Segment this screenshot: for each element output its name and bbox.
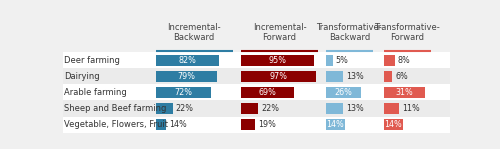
FancyBboxPatch shape: [241, 71, 316, 82]
Text: Deer farming: Deer farming: [64, 56, 120, 65]
Text: 95%: 95%: [268, 56, 286, 65]
Text: Dairying: Dairying: [64, 72, 100, 81]
Text: 6%: 6%: [395, 72, 408, 81]
Text: 14%: 14%: [384, 120, 402, 129]
Text: 11%: 11%: [402, 104, 419, 113]
FancyBboxPatch shape: [156, 87, 212, 98]
Text: 19%: 19%: [258, 120, 276, 129]
Text: Sheep and Beef farming: Sheep and Beef farming: [64, 104, 167, 113]
FancyBboxPatch shape: [62, 84, 450, 100]
Text: 31%: 31%: [396, 88, 413, 97]
Text: 13%: 13%: [346, 104, 364, 113]
Text: Incremental-
Forward: Incremental- Forward: [252, 23, 306, 42]
FancyBboxPatch shape: [156, 119, 166, 130]
FancyBboxPatch shape: [384, 71, 392, 82]
FancyBboxPatch shape: [241, 55, 314, 66]
Text: Incremental-
Backward: Incremental- Backward: [168, 23, 221, 42]
FancyBboxPatch shape: [384, 103, 398, 114]
Text: Arable farming: Arable farming: [64, 88, 127, 97]
Text: Vegetable, Flowers, Fruit: Vegetable, Flowers, Fruit: [64, 120, 168, 129]
FancyBboxPatch shape: [241, 87, 294, 98]
Text: 79%: 79%: [177, 72, 195, 81]
Text: 26%: 26%: [334, 88, 352, 97]
FancyBboxPatch shape: [326, 103, 344, 114]
Text: 14%: 14%: [326, 120, 344, 129]
Text: 8%: 8%: [398, 56, 410, 65]
FancyBboxPatch shape: [62, 100, 450, 117]
Text: 82%: 82%: [178, 56, 196, 65]
FancyBboxPatch shape: [326, 87, 360, 98]
FancyBboxPatch shape: [241, 103, 258, 114]
FancyBboxPatch shape: [326, 119, 344, 130]
FancyBboxPatch shape: [156, 55, 219, 66]
FancyBboxPatch shape: [241, 119, 256, 130]
FancyBboxPatch shape: [62, 117, 450, 133]
FancyBboxPatch shape: [62, 68, 450, 84]
FancyBboxPatch shape: [384, 119, 402, 130]
Text: 14%: 14%: [170, 120, 187, 129]
FancyBboxPatch shape: [156, 103, 172, 114]
Text: 72%: 72%: [174, 88, 192, 97]
Text: 5%: 5%: [336, 56, 348, 65]
FancyBboxPatch shape: [384, 55, 395, 66]
Text: 97%: 97%: [270, 72, 287, 81]
Text: 22%: 22%: [176, 104, 194, 113]
Text: 22%: 22%: [261, 104, 279, 113]
Text: Transformative-
Backward: Transformative- Backward: [316, 23, 382, 42]
Text: 13%: 13%: [346, 72, 364, 81]
Text: 69%: 69%: [258, 88, 276, 97]
FancyBboxPatch shape: [384, 87, 426, 98]
FancyBboxPatch shape: [326, 71, 344, 82]
FancyBboxPatch shape: [156, 71, 216, 82]
FancyBboxPatch shape: [326, 55, 332, 66]
Text: Transformative-
Forward: Transformative- Forward: [374, 23, 440, 42]
FancyBboxPatch shape: [62, 52, 450, 68]
